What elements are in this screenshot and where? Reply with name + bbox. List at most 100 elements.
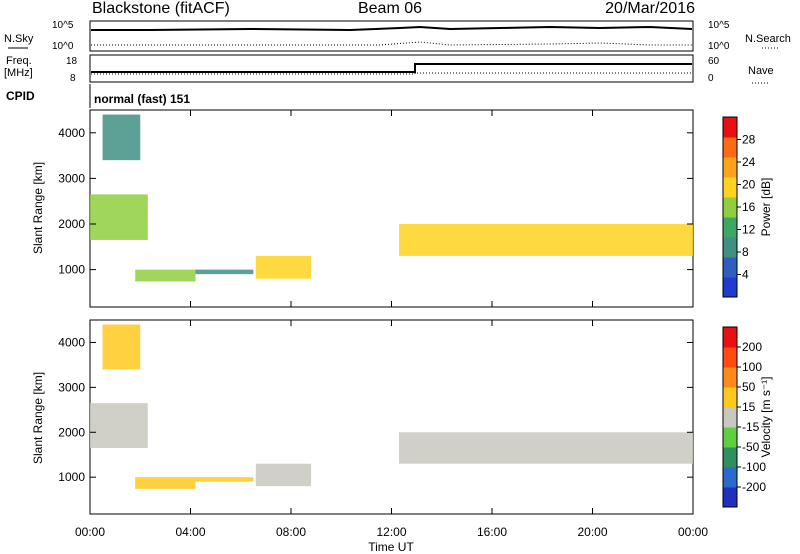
y-tick-label: 2000 — [58, 425, 85, 439]
velocity-colorbar-tick-label: -200 — [742, 480, 766, 494]
velocity-colorbar-tick-label: 200 — [742, 340, 762, 354]
nave-tick-hi: 60 — [708, 56, 720, 67]
velocity-colorbar-label: Velocity [m s⁻¹] — [759, 376, 773, 457]
nsearch-label: N.Search — [745, 33, 791, 45]
cpid-text: normal (fast) 151 — [94, 92, 190, 106]
nsearch-series-line — [91, 41, 692, 46]
nsearch-tick-hi: 10^5 — [708, 20, 730, 31]
y-tick-label: 1000 — [58, 263, 85, 277]
power-colorbar-tick-label: 28 — [742, 133, 756, 147]
x-tick-label: 00:00 — [75, 525, 105, 539]
velocity-colorbar-swatch — [723, 347, 737, 368]
y-tick-label: 4000 — [58, 335, 85, 349]
power-colorbar-tick-label: 16 — [742, 200, 756, 214]
velocity-colorbar-swatch — [723, 407, 737, 428]
power-colorbar-swatch — [723, 137, 737, 158]
velocity-colorbar-tick-label: -15 — [742, 420, 760, 434]
power-echo-band — [195, 269, 254, 275]
y-tick-label: 3000 — [58, 171, 85, 185]
power-echo-band — [135, 269, 196, 282]
y-tick-label: 4000 — [58, 126, 85, 140]
x-ticks: 00:00 04:00 08:00 12:00 16:00 20:00 00:00 — [75, 110, 708, 539]
power-echo-bands — [90, 114, 693, 282]
velocity-colorbar-swatch — [723, 387, 737, 408]
freq-series-line — [91, 63, 692, 73]
freq-panel — [89, 54, 694, 83]
nave-series-line — [91, 72, 692, 75]
x-tick-label: 16:00 — [477, 525, 507, 539]
velocity-colorbar-tick-label: 50 — [742, 380, 756, 394]
velocity-plot-frame — [89, 319, 694, 515]
cpid-label: CPID — [6, 89, 35, 103]
power-colorbar-swatch — [723, 197, 737, 218]
velocity-colorbar-swatch — [723, 447, 737, 468]
power-colorbar-swatch — [723, 117, 737, 138]
velocity-colorbar: 200 100 50 15 -15 -50 -100 -200 Velocity [m s⁻¹… — [722, 326, 773, 508]
y-tick-label: 3000 — [58, 380, 85, 394]
power-colorbar-tick-label: 20 — [742, 178, 756, 192]
freq-tick-lo: 8 — [70, 73, 76, 84]
power-echo-band — [102, 114, 141, 161]
velocity-colorbar-tick-label: 15 — [742, 400, 756, 414]
freq-label-2: [MHz] — [4, 67, 33, 79]
power-colorbar-tick-label: 24 — [742, 155, 756, 169]
velocity-colorbar-swatch — [723, 327, 737, 348]
velocity-colorbar-frame — [722, 326, 738, 508]
nave-label: Nave — [748, 65, 774, 77]
velocity-echo-band — [102, 324, 141, 370]
power-colorbar-label: Power [dB] — [759, 178, 773, 237]
velocity-colorbar-swatch — [723, 487, 737, 508]
velocity-colorbar-swatch — [723, 427, 737, 448]
nsky-series-line — [91, 25, 693, 32]
x-tick-label: 04:00 — [175, 525, 205, 539]
power-colorbar-swatch — [723, 217, 737, 238]
velocity-ylabel: Slant Range [km] — [31, 372, 45, 464]
velocity-echo-band — [255, 463, 312, 487]
nsky-label: N.Sky — [4, 33, 34, 45]
nave-tick-lo: 0 — [708, 73, 714, 84]
velocity-y-ticks: 1000 2000 3000 4000 — [58, 335, 693, 484]
power-panel — [89, 109, 694, 308]
velocity-echo-band — [90, 403, 148, 448]
power-colorbar-swatch — [723, 157, 737, 178]
nsky-panel — [89, 20, 694, 52]
x-tick-label: 00:00 — [678, 525, 708, 539]
power-colorbar-swatch — [723, 177, 737, 198]
power-colorbar-swatch — [723, 277, 737, 298]
velocity-colorbar-tick-label: -50 — [742, 440, 760, 454]
velocity-colorbar-tick-label: -100 — [742, 460, 766, 474]
power-colorbar-swatch — [723, 257, 737, 278]
power-echo-band — [90, 194, 148, 240]
x-axis-label: Time UT — [368, 540, 414, 554]
power-echo-band — [399, 224, 693, 256]
velocity-panel — [89, 319, 694, 515]
power-ylabel: Slant Range [km] — [31, 162, 45, 254]
y-tick-label: 2000 — [58, 217, 85, 231]
power-colorbar-swatch — [723, 237, 737, 258]
freq-label-1: Freq. — [6, 55, 32, 67]
x-tick-label: 08:00 — [276, 525, 306, 539]
power-colorbar-tick-label: 8 — [742, 245, 749, 259]
x-tick-label: 20:00 — [577, 525, 607, 539]
y-tick-label: 1000 — [58, 470, 85, 484]
velocity-colorbar-tick-label: 100 — [742, 360, 762, 374]
velocity-echo-band — [135, 477, 196, 489]
velocity-echo-band — [399, 432, 693, 464]
velocity-echo-band — [195, 477, 254, 482]
velocity-echo-bands — [90, 324, 693, 489]
power-y-ticks: 1000 2000 3000 4000 — [58, 126, 693, 277]
power-colorbar: 4 8 12 16 20 24 28 Power [dB] — [722, 116, 773, 298]
power-colorbar-tick-label: 12 — [742, 223, 756, 237]
station-title: Blackstone (fitACF) — [92, 0, 230, 17]
freq-tick-hi: 18 — [66, 56, 78, 67]
nsearch-tick-lo: 10^0 — [708, 41, 730, 52]
date-title: 20/Mar/2016 — [605, 0, 695, 17]
power-colorbar-tick-label: 4 — [742, 268, 749, 282]
power-echo-band — [255, 255, 312, 279]
x-tick-label: 12:00 — [376, 525, 406, 539]
nsky-tick-lo: 10^0 — [52, 41, 74, 52]
beam-title: Beam 06 — [358, 0, 422, 17]
velocity-colorbar-swatch — [723, 367, 737, 388]
velocity-colorbar-swatch — [723, 467, 737, 488]
